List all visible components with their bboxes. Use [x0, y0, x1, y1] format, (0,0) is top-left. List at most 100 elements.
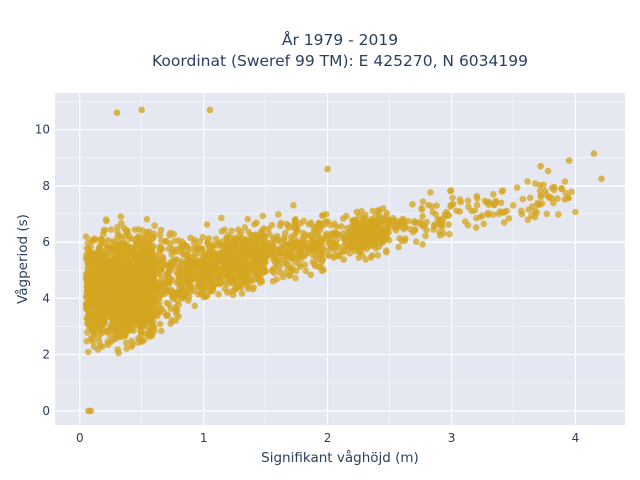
data-point: [412, 238, 420, 245]
data-point: [147, 268, 154, 275]
data-point: [449, 194, 456, 202]
data-point: [139, 227, 146, 234]
data-point: [550, 199, 557, 207]
data-point: [100, 325, 107, 333]
data-point: [216, 277, 223, 285]
data-point: [307, 231, 315, 239]
data-point: [395, 243, 402, 251]
data-point: [306, 246, 313, 253]
data-point: [142, 307, 149, 315]
data-point: [519, 195, 527, 203]
data-point: [191, 287, 198, 295]
data-point: [202, 273, 209, 280]
data-point: [496, 208, 504, 215]
y-tick-label: 10: [35, 123, 50, 137]
data-point: [123, 345, 130, 352]
data-point: [155, 299, 163, 307]
data-point: [148, 332, 155, 340]
data-point: [275, 211, 282, 218]
x-tick-label: 4: [572, 431, 580, 445]
data-point: [114, 308, 122, 316]
data-point: [89, 338, 97, 346]
data-point: [314, 246, 322, 253]
data-point: [484, 209, 492, 217]
data-point: [84, 320, 91, 328]
y-axis-title: Vågperiod (s): [14, 214, 31, 304]
y-tick-label: 0: [42, 404, 50, 418]
data-point: [116, 333, 123, 341]
data-point: [273, 276, 280, 283]
data-point: [87, 278, 95, 286]
data-point: [265, 247, 272, 254]
data-point: [548, 194, 555, 202]
data-point: [180, 241, 188, 249]
data-point: [143, 275, 150, 283]
data-point: [297, 251, 304, 258]
data-point: [409, 201, 416, 208]
data-point: [119, 267, 126, 274]
data-point: [177, 266, 185, 274]
data-point: [113, 325, 121, 333]
data-point: [318, 212, 326, 219]
data-point: [87, 263, 94, 271]
data-point: [369, 207, 377, 215]
data-point: [526, 194, 534, 202]
data-point: [257, 279, 264, 287]
data-point: [317, 251, 324, 259]
data-point: [94, 261, 101, 268]
data-point: [100, 319, 108, 326]
data-point: [543, 191, 550, 199]
data-point: [189, 245, 196, 253]
data-point: [97, 252, 104, 260]
data-point: [333, 236, 341, 244]
data-point: [82, 233, 90, 240]
gridlines: [55, 93, 625, 425]
data-point: [175, 237, 182, 244]
data-point: [241, 277, 249, 284]
data-point: [244, 261, 252, 268]
data-point: [568, 188, 575, 196]
data-point: [133, 284, 140, 292]
data-point: [473, 192, 481, 200]
data-point: [315, 220, 322, 228]
data-point: [241, 224, 249, 231]
data-point: [198, 282, 205, 290]
data-point: [115, 253, 123, 261]
y-tick-label: 8: [42, 179, 50, 193]
data-point: [481, 197, 489, 205]
data-point: [117, 244, 125, 252]
data-point: [503, 207, 510, 215]
data-point: [259, 212, 267, 220]
data-point: [126, 293, 134, 301]
data-point: [323, 230, 331, 238]
data-point: [183, 289, 190, 297]
data-point: [131, 253, 138, 260]
data-point: [473, 214, 480, 222]
data-point: [472, 224, 480, 231]
data-point: [315, 263, 323, 271]
data-point: [443, 208, 450, 216]
data-point: [87, 407, 95, 415]
data-point: [375, 207, 382, 214]
data-point: [135, 233, 142, 240]
data-point: [150, 230, 157, 237]
data-point: [302, 251, 309, 258]
data-point: [92, 291, 100, 299]
data-point: [149, 306, 156, 313]
data-point: [241, 253, 249, 260]
data-point: [350, 223, 358, 230]
data-point: [558, 185, 565, 193]
data-point: [383, 248, 390, 256]
data-point: [332, 223, 340, 230]
data-point: [253, 251, 260, 259]
data-point: [162, 271, 170, 278]
data-point: [126, 267, 133, 275]
data-point: [301, 261, 309, 269]
data-point: [126, 233, 133, 240]
data-point: [121, 331, 128, 339]
data-point: [302, 267, 310, 275]
data-point: [171, 307, 179, 314]
data-point: [302, 231, 309, 239]
data-point: [125, 250, 132, 257]
data-point: [245, 228, 252, 236]
